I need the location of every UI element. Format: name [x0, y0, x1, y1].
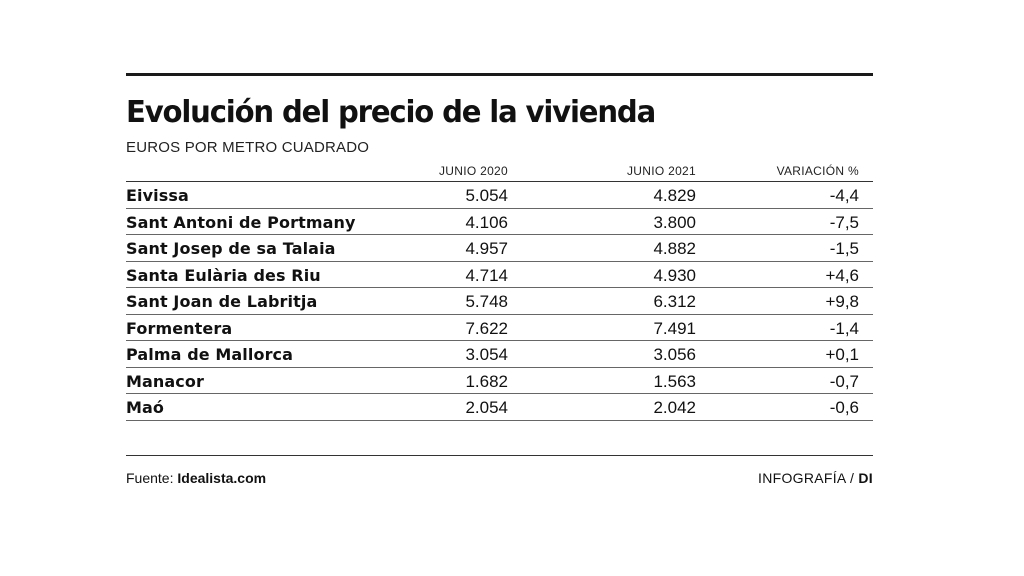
- footer: Fuente: Idealista.com INFOGRAFÍA / DI: [126, 470, 873, 490]
- row-name: Maó: [126, 398, 165, 417]
- value-2021: 4.930: [653, 265, 696, 285]
- value-2021: 2.042: [653, 398, 696, 417]
- credit-note: INFOGRAFÍA / DI: [758, 470, 873, 486]
- bottom-rule: [126, 455, 873, 456]
- row-name: Manacor: [126, 371, 204, 391]
- variation-value: +4,6: [825, 265, 859, 285]
- credit-prefix: INFOGRAFÍA /: [758, 470, 855, 486]
- value-2021: 4.829: [653, 186, 696, 205]
- value-2021: 1.563: [653, 371, 696, 391]
- variation-value: +9,8: [825, 292, 859, 311]
- chart-subtitle: EUROS POR METRO CUADRADO: [126, 139, 370, 156]
- variation-value: -1,5: [829, 239, 859, 258]
- row-name: Sant Joan de Labritja: [126, 292, 318, 311]
- value-2020: 2.054: [465, 398, 508, 417]
- variation-value: -7,5: [829, 212, 859, 232]
- value-2020: 4.106: [465, 212, 508, 232]
- source-name: Idealista.com: [177, 470, 267, 486]
- row-name: Formentera: [126, 318, 233, 338]
- value-2020: 5.748: [465, 292, 508, 311]
- chart-title: Evolución del precio de la vivienda: [126, 95, 656, 130]
- variation-value: +0,1: [825, 345, 859, 364]
- column-header-variation: VARIACIÓN %: [776, 164, 859, 178]
- table-body: Eivissa 5.054 4.829 -4,4 Sant Antoni de Port…: [126, 182, 873, 421]
- credit-name: DI: [858, 470, 873, 486]
- top-rule: [126, 73, 873, 76]
- column-header-2021: JUNIO 2021: [626, 164, 696, 178]
- value-2020: 3.054: [465, 345, 508, 364]
- value-2020: 5.054: [465, 186, 508, 205]
- table-row: Sant Joan de Labritja 5.748 6.312 +9,8: [126, 288, 873, 315]
- table-row: Sant Antoni de Portmany 4.106 3.800 -7,5: [126, 209, 873, 235]
- row-name: Sant Josep de sa Talaia: [126, 239, 336, 258]
- table-row: Sant Josep de sa Talaia 4.957 4.882 -1,5: [126, 235, 873, 262]
- table-row: Eivissa 5.054 4.829 -4,4: [126, 182, 873, 209]
- value-2021: 7.491: [653, 318, 696, 338]
- column-header-2020: JUNIO 2020: [438, 164, 508, 178]
- value-2020: 4.957: [465, 239, 508, 258]
- table-row: Palma de Mallorca 3.054 3.056 +0,1: [126, 341, 873, 368]
- row-name: Santa Eulària des Riu: [126, 265, 321, 285]
- infographic: Evolución del precio de la vivienda EURO…: [126, 73, 873, 421]
- row-name: Sant Antoni de Portmany: [126, 212, 356, 232]
- source-note: Fuente: Idealista.com: [126, 470, 266, 486]
- value-2021: 3.056: [653, 345, 696, 364]
- table-row: Maó 2.054 2.042 -0,6: [126, 394, 873, 421]
- variation-value: -0,6: [829, 398, 859, 417]
- value-2020: 7.622: [465, 318, 508, 338]
- row-name: Palma de Mallorca: [126, 345, 294, 364]
- source-prefix: Fuente:: [126, 470, 174, 486]
- variation-value: -4,4: [829, 186, 859, 205]
- value-2020: 4.714: [465, 265, 508, 285]
- variation-value: -0,7: [829, 371, 859, 391]
- table-header: JUNIO 2020 JUNIO 2021 VARIACIÓN %: [126, 161, 873, 182]
- variation-value: -1,4: [829, 318, 859, 338]
- row-name: Eivissa: [126, 186, 189, 205]
- price-table: JUNIO 2020 JUNIO 2021 VARIACIÓN % Eiviss…: [126, 161, 873, 421]
- table-row: Manacor 1.682 1.563 -0,7: [126, 368, 873, 394]
- value-2020: 1.682: [465, 371, 508, 391]
- value-2021: 6.312: [653, 292, 696, 311]
- table-row: Formentera 7.622 7.491 -1,4: [126, 315, 873, 341]
- table-row: Santa Eulària des Riu 4.714 4.930 +4,6: [126, 262, 873, 288]
- value-2021: 4.882: [653, 239, 696, 258]
- value-2021: 3.800: [653, 212, 696, 232]
